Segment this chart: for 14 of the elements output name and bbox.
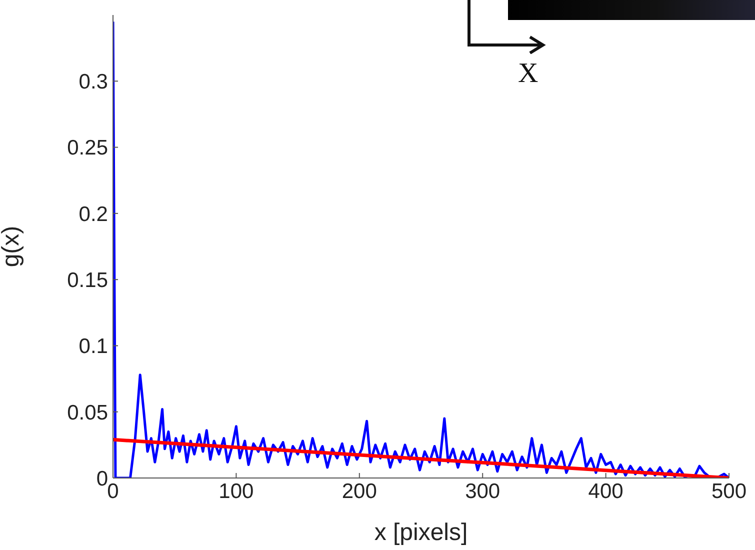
x-tick-label: 300 — [465, 480, 500, 503]
x-tick-label: 200 — [342, 480, 377, 503]
x-tick-label: 500 — [711, 480, 747, 503]
y-tick-label: 0.25 — [67, 136, 108, 160]
y-tick-label: 0.1 — [78, 335, 108, 358]
y-tick-label: 0.05 — [67, 401, 108, 424]
x-tick-label: 100 — [218, 480, 254, 503]
annotation: X — [518, 58, 538, 90]
y-tick-label: 0.2 — [78, 202, 108, 226]
x-axis-title: x [pixels] — [374, 519, 468, 546]
y-axis-title: g(x) — [0, 226, 25, 268]
x-tick-label: 400 — [588, 480, 624, 503]
y-tick-label: 0.15 — [67, 269, 108, 292]
y-tick-label: 0.3 — [78, 70, 108, 94]
